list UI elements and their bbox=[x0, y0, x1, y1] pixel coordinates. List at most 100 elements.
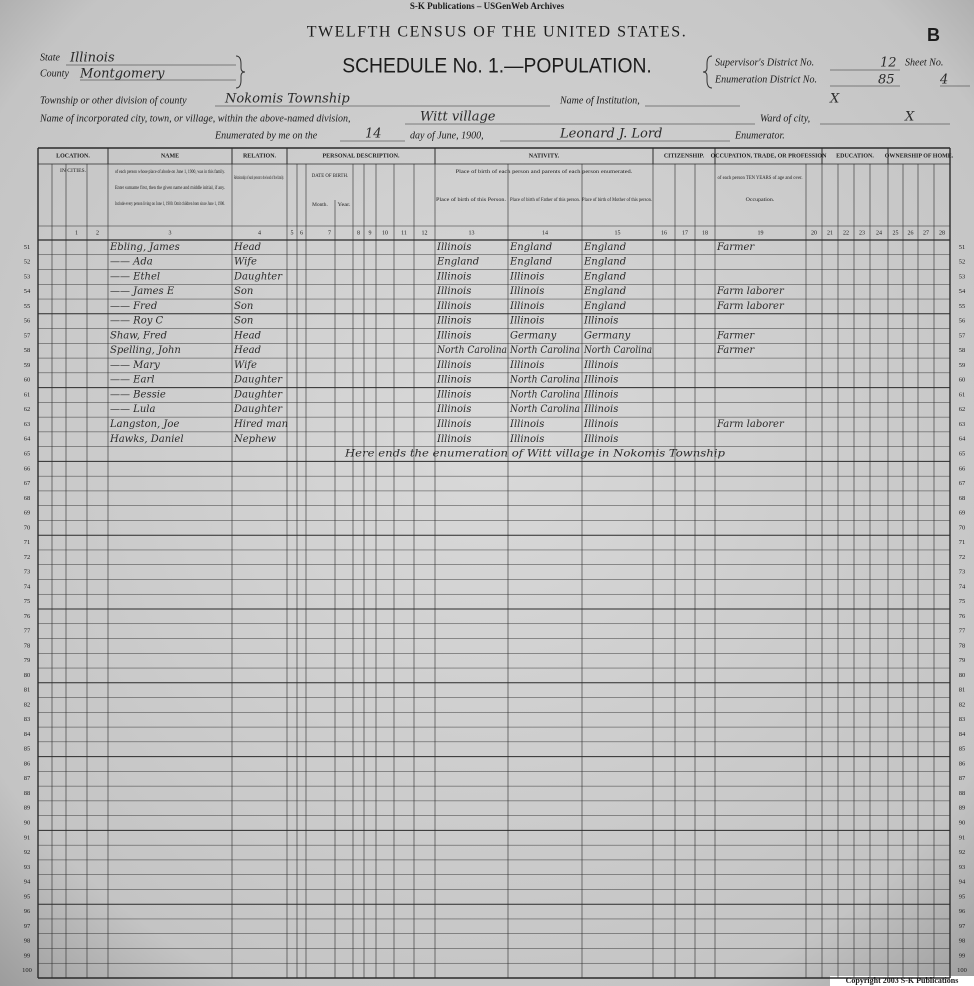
entry-mother-birthplace: Illinois bbox=[583, 404, 618, 415]
row-number: 84 bbox=[24, 731, 31, 738]
row-number: 91 bbox=[24, 834, 31, 841]
row-number: 75 bbox=[24, 598, 31, 605]
entry-name: Ebling, James bbox=[109, 242, 180, 253]
field-label: County bbox=[40, 68, 69, 79]
row-number: 98 bbox=[24, 938, 31, 945]
column-number: 7 bbox=[328, 230, 331, 236]
row-number: 89 bbox=[24, 805, 31, 812]
field-label: Name of incorporated city, town, or vill… bbox=[39, 113, 351, 124]
row-number: 57 bbox=[959, 332, 966, 339]
column-number: 12 bbox=[422, 230, 428, 236]
entry-relation: Daughter bbox=[233, 271, 283, 282]
entry-mother-birthplace: Illinois bbox=[583, 375, 618, 386]
row-number: 56 bbox=[959, 318, 966, 325]
column-number: 9 bbox=[369, 230, 372, 236]
column-number: 8 bbox=[357, 230, 360, 236]
row-number: 65 bbox=[24, 451, 31, 458]
row-number: 87 bbox=[24, 775, 31, 782]
entry-relation: Son bbox=[234, 301, 253, 312]
entry-mother-birthplace: Germany bbox=[584, 330, 631, 341]
entry-birthplace: Illinois bbox=[436, 389, 471, 400]
row-number: 72 bbox=[24, 554, 31, 561]
sub-label: Place of birth of this Person. bbox=[436, 198, 506, 203]
entry-relation: Head bbox=[233, 330, 261, 341]
entry-name: —— Mary bbox=[110, 360, 160, 371]
row-number: 69 bbox=[24, 510, 31, 517]
column-number: 2 bbox=[96, 230, 99, 236]
column-number: 5 bbox=[291, 230, 294, 236]
entry-name: —— Ethel bbox=[110, 271, 160, 282]
sub-label: Place of birth of Father of this person. bbox=[510, 198, 580, 203]
row-number: 71 bbox=[959, 539, 966, 546]
entry-birthplace: Illinois bbox=[436, 316, 471, 327]
row-number: 60 bbox=[959, 377, 966, 384]
entry-mother-birthplace: England bbox=[583, 257, 626, 268]
row-number: 51 bbox=[959, 244, 966, 251]
sub-label: Place of birth of Mother of this person. bbox=[582, 198, 652, 203]
entry-relation: Daughter bbox=[233, 389, 283, 400]
entry-birthplace: Illinois bbox=[436, 301, 471, 312]
row-number: 80 bbox=[24, 672, 31, 679]
field-label: Township or other division of county bbox=[40, 95, 187, 106]
row-number: 77 bbox=[24, 628, 31, 635]
entry-relation: Son bbox=[234, 316, 253, 327]
row-number: 58 bbox=[959, 347, 966, 354]
field-value: Nokomis Township bbox=[224, 92, 350, 107]
row-number: 61 bbox=[959, 391, 966, 398]
row-number: 75 bbox=[959, 598, 966, 605]
brace bbox=[702, 55, 713, 89]
row-number: 88 bbox=[959, 790, 966, 797]
column-number: 27 bbox=[923, 230, 929, 236]
column-number: 25 bbox=[893, 230, 899, 236]
row-number: 54 bbox=[959, 288, 966, 295]
row-number: 98 bbox=[959, 938, 966, 945]
row-number: 81 bbox=[959, 687, 966, 694]
row-number: 79 bbox=[959, 657, 966, 664]
entry-relation: Son bbox=[234, 286, 253, 297]
row-number: 67 bbox=[959, 480, 966, 487]
sub-label: DATE OF BIRTH. bbox=[312, 174, 348, 179]
field-label: State bbox=[40, 52, 61, 63]
row-number: 100 bbox=[22, 967, 32, 974]
row-number: 97 bbox=[24, 923, 31, 930]
row-number: 73 bbox=[24, 569, 31, 576]
field-value: X bbox=[904, 110, 915, 125]
entry-mother-birthplace: Illinois bbox=[583, 389, 618, 400]
row-number: 90 bbox=[24, 820, 31, 827]
row-number: 62 bbox=[24, 406, 31, 413]
sub-label: Year. bbox=[338, 203, 351, 208]
field-value: Montgomery bbox=[79, 67, 165, 82]
entry-relation: Wife bbox=[234, 257, 257, 268]
entry-birthplace: Illinois bbox=[436, 360, 471, 371]
field-label: Enumerated by me on the bbox=[214, 130, 318, 141]
row-number: 52 bbox=[24, 259, 31, 266]
row-number: 67 bbox=[24, 480, 31, 487]
field-label: Name of Institution, bbox=[559, 95, 640, 106]
entry-mother-birthplace: Illinois bbox=[583, 360, 618, 371]
entry-name: Shaw, Fred bbox=[110, 330, 167, 341]
row-number: 51 bbox=[24, 244, 31, 251]
entry-name: —— Lula bbox=[110, 404, 155, 415]
entry-name: —— Bessie bbox=[110, 389, 166, 400]
row-number: 68 bbox=[24, 495, 31, 502]
row-number: 76 bbox=[24, 613, 31, 620]
field-value: 12 bbox=[880, 56, 897, 71]
column-number: 18 bbox=[702, 230, 708, 236]
row-number: 87 bbox=[959, 775, 966, 782]
row-number: 85 bbox=[959, 746, 966, 753]
entry-father-birthplace: Germany bbox=[510, 330, 557, 341]
column-number: 10 bbox=[382, 230, 388, 236]
column-number: 1 bbox=[75, 230, 78, 236]
column-number: 20 bbox=[811, 230, 817, 236]
column-number: 19 bbox=[758, 230, 764, 236]
field-label: Enumeration District No. bbox=[714, 74, 817, 85]
row-number: 86 bbox=[24, 760, 31, 767]
sub-label: Occupation. bbox=[746, 198, 775, 203]
entry-name: —— Fred bbox=[110, 301, 157, 312]
entry-father-birthplace: North Carolina bbox=[509, 404, 580, 415]
brace bbox=[235, 55, 246, 89]
entry-occupation: Farm laborer bbox=[716, 419, 785, 430]
sub-label: IN CITIES. bbox=[60, 169, 86, 174]
section-header: PERSONAL DESCRIPTION. bbox=[322, 153, 400, 159]
entry-father-birthplace: Illinois bbox=[509, 286, 544, 297]
